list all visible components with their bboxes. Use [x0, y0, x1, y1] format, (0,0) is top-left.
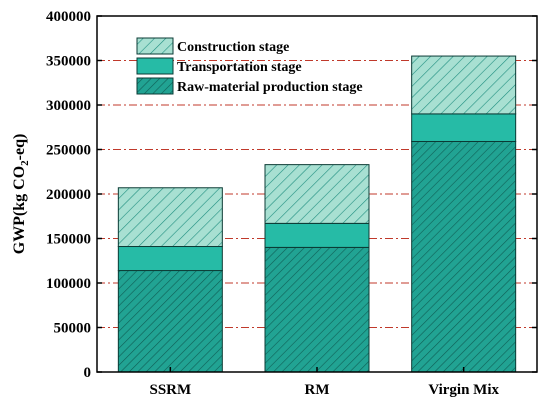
y-tick-label: 50000: [54, 321, 92, 337]
legend-swatch: [136, 77, 174, 95]
x-tick-label: Virgin Mix: [428, 382, 499, 398]
x-tick-labels: SSRM RM Virgin Mix: [149, 382, 499, 398]
axes: [96, 15, 538, 373]
bar-rm-raw-material-production-stage: [264, 246, 370, 373]
bar-virgin-mix-transportation-stage: [411, 113, 517, 142]
x-tick-label: RM: [305, 382, 330, 398]
y-tick-label: 0: [84, 365, 92, 381]
bars: [117, 55, 517, 373]
bar-ssrm-raw-material-production-stage: [117, 270, 223, 373]
plot-frame: [96, 15, 538, 373]
x-tick-label: SSRM: [149, 382, 191, 398]
bar-virgin-mix-construction-stage: [411, 55, 517, 115]
y-tick-label: 250000: [46, 143, 91, 159]
bar-ssrm-construction-stage: [117, 187, 223, 248]
bar-ssrm-transportation-stage: [117, 246, 223, 272]
bar-virgin-mix-raw-material-production-stage: [411, 140, 517, 373]
y-axis-label: GWP(kg CO2-eq): [11, 134, 31, 255]
y-tick-labels: 0 50000 100000 150000 200000 250000 300000 3500…: [46, 9, 91, 381]
y-tick-label: 100000: [46, 276, 91, 292]
y-tick-label: 150000: [46, 232, 91, 248]
y-tick-label: 200000: [46, 187, 91, 203]
y-tick-label: 400000: [46, 9, 91, 25]
bar-rm-construction-stage: [264, 164, 370, 224]
legend-label: Construction stage: [177, 40, 289, 55]
legend-swatch: [136, 57, 174, 75]
bar-rm-transportation-stage: [264, 222, 370, 248]
legend-label: Transportation stage: [177, 60, 302, 75]
y-tick-label: 350000: [46, 54, 91, 70]
legend-label: Raw-material production stage: [177, 80, 363, 95]
legend-swatch: [136, 37, 174, 55]
legend: Construction stage Transportation stage Ra…: [136, 37, 363, 95]
y-tick-label: 300000: [46, 98, 91, 114]
